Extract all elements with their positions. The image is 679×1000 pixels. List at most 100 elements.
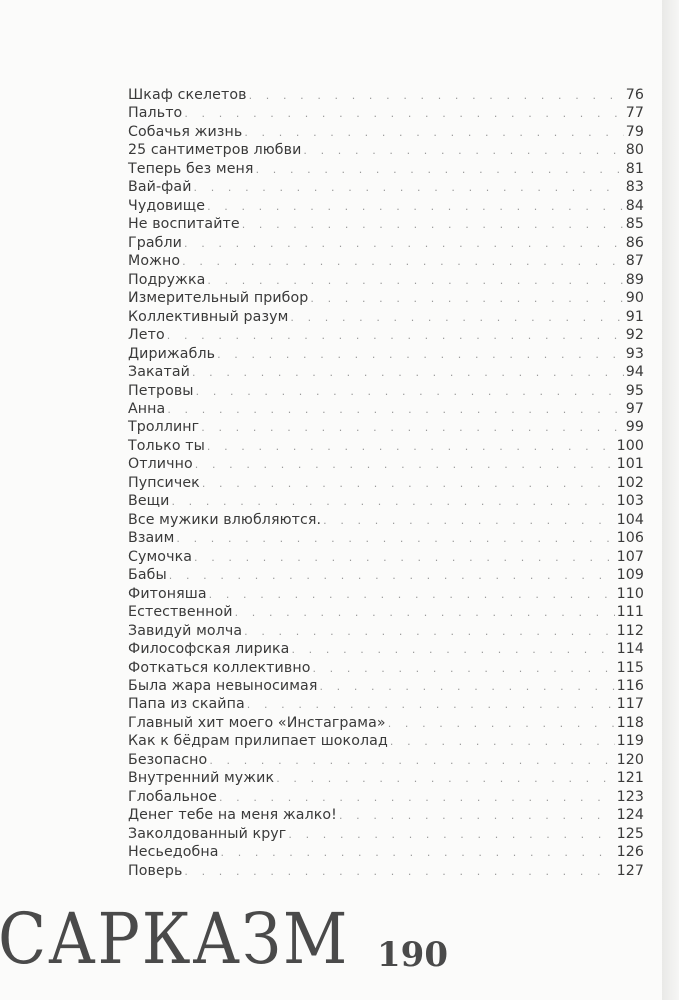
toc-entry-page: 94 — [625, 364, 644, 381]
dot-leader — [256, 161, 624, 179]
toc-entry-title: Была жара невыносимая — [128, 678, 318, 694]
dot-leader — [390, 733, 615, 751]
toc-entry: Вещи 103 — [128, 492, 644, 510]
toc-entry-title: Несьедобна — [128, 844, 219, 861]
toc-entry-page: 114 — [616, 641, 644, 658]
dot-leader — [195, 456, 615, 474]
dot-leader — [319, 678, 614, 696]
toc-entry: Внутренний мужик 121 — [128, 769, 644, 787]
dot-leader — [209, 586, 615, 604]
dot-leader — [207, 198, 624, 216]
dot-leader — [169, 567, 615, 585]
toc-entry-title: Философская лирика — [128, 641, 290, 658]
dot-leader — [202, 475, 615, 493]
toc-entry-page: 79 — [625, 123, 644, 140]
toc-entry-page: 106 — [616, 530, 644, 547]
toc-entry: Коллективный разум 91 — [128, 308, 644, 326]
toc-entry: Можно 87 — [128, 252, 644, 270]
toc-entry-title: Грабли — [128, 234, 182, 251]
toc-entry-page: 84 — [625, 197, 644, 214]
toc-entry-page: 85 — [625, 216, 644, 233]
toc-entry-title: Глобальное — [128, 788, 217, 805]
toc-entry-title: Шкаф скелетов — [128, 87, 247, 103]
toc-entry-page: 112 — [616, 622, 644, 639]
toc-entry-page: 103 — [616, 493, 644, 510]
toc-entry-title: Заколдованный круг — [128, 825, 287, 842]
toc-entry-page: 124 — [616, 807, 644, 824]
toc-entry-page: 80 — [625, 142, 644, 159]
toc-entry: Несьедобна 126 — [128, 843, 644, 861]
dot-leader — [207, 438, 615, 456]
toc-entry: Закатай 94 — [128, 363, 644, 381]
dot-leader — [167, 327, 624, 345]
toc-entry-title: Троллинг — [128, 419, 200, 436]
toc-entry: Чудовище 84 — [128, 197, 644, 215]
toc-entry-title: Теперь без меня — [128, 160, 254, 177]
toc-entry-page: 83 — [625, 179, 644, 196]
toc-entry-title: Анна — [128, 400, 166, 417]
dot-leader — [182, 253, 624, 271]
table-of-contents: Шкаф скелетов76Пальто77Собачья жизнь7925… — [128, 86, 644, 880]
dot-leader — [244, 623, 614, 641]
toc-entry-title: Денег тебе на меня жалко! — [128, 807, 337, 824]
toc-entry-title: Как к бёдрам прилипает шоколад — [128, 733, 388, 750]
toc-entry-title: Коллективный разум — [128, 308, 289, 325]
toc-entry-page: 126 — [616, 844, 644, 861]
toc-entry-page: 109 — [616, 567, 644, 584]
toc-entry-title: Фоткаться коллективно — [128, 659, 311, 676]
toc-entry: Фоткаться коллективно 115 — [128, 659, 644, 677]
toc-entry-title: Все мужики влюбляются. — [128, 511, 322, 528]
dot-leader — [209, 752, 614, 770]
toc-entry: Пупсичек 102 — [128, 474, 644, 492]
toc-entry: Петровы 95 — [128, 382, 644, 400]
toc-entry-page: 117 — [616, 696, 644, 713]
toc-entry-title: Главный хит моего «Инстаграма» — [128, 714, 386, 731]
toc-entry-title: Естественной — [128, 604, 233, 621]
dot-leader — [247, 696, 615, 714]
dot-leader — [339, 807, 615, 825]
toc-entry: Троллинг 99 — [128, 418, 644, 436]
toc-entry-title: Закатай — [128, 364, 190, 381]
toc-entry: Поверь 127 — [128, 862, 644, 880]
toc-entry: Сумочка 107 — [128, 548, 644, 566]
toc-entry-title: Завидуй молча — [128, 622, 243, 639]
dot-leader — [167, 401, 623, 419]
dot-leader — [207, 272, 623, 290]
toc-entry-page: 93 — [625, 345, 644, 362]
toc-entry-title: Пупсичек — [128, 474, 200, 491]
toc-entry-page: 76 — [625, 87, 644, 103]
toc-entry-page: 125 — [616, 825, 644, 842]
toc-entry: Все мужики влюбляются. 104 — [128, 511, 644, 529]
toc-entry: Грабли 86 — [128, 234, 644, 252]
toc-entry-title: Дирижабль — [128, 345, 216, 362]
toc-entry-title: Взаим — [128, 530, 175, 547]
toc-entry-page: 107 — [616, 548, 644, 565]
toc-entry: Анна 97 — [128, 400, 644, 418]
toc-entry: Шкаф скелетов 76 — [128, 86, 644, 104]
toc-entry-page: 87 — [625, 253, 644, 270]
toc-entry-title: Сумочка — [128, 548, 193, 565]
dot-leader — [312, 660, 614, 678]
toc-entry-page: 100 — [616, 437, 644, 454]
dot-leader — [291, 641, 614, 659]
toc-entry: Только ты 100 — [128, 437, 644, 455]
dot-leader — [310, 290, 623, 308]
toc-entry-page: 97 — [625, 400, 644, 417]
dot-leader — [242, 216, 624, 234]
toc-entry-page: 102 — [616, 474, 644, 491]
toc-entry-page: 119 — [616, 733, 644, 750]
toc-entry-title: Собачья жизнь — [128, 123, 243, 140]
toc-entry: Лето 92 — [128, 326, 644, 344]
toc-entry-title: Вай-фай — [128, 179, 192, 196]
toc-entry-page: 121 — [616, 770, 644, 787]
dot-leader — [184, 105, 623, 123]
toc-entry: Не воспитайте 85 — [128, 215, 644, 233]
dot-leader — [194, 179, 624, 197]
toc-entry-title: Не воспитайте — [128, 216, 240, 233]
dot-leader — [249, 87, 624, 105]
dot-leader — [192, 364, 624, 382]
toc-entry: 25 сантиметров любви 80 — [128, 141, 644, 159]
toc-entry-page: 104 — [616, 511, 644, 528]
dot-leader — [388, 715, 615, 733]
toc-entry-title: Подружка — [128, 271, 206, 288]
